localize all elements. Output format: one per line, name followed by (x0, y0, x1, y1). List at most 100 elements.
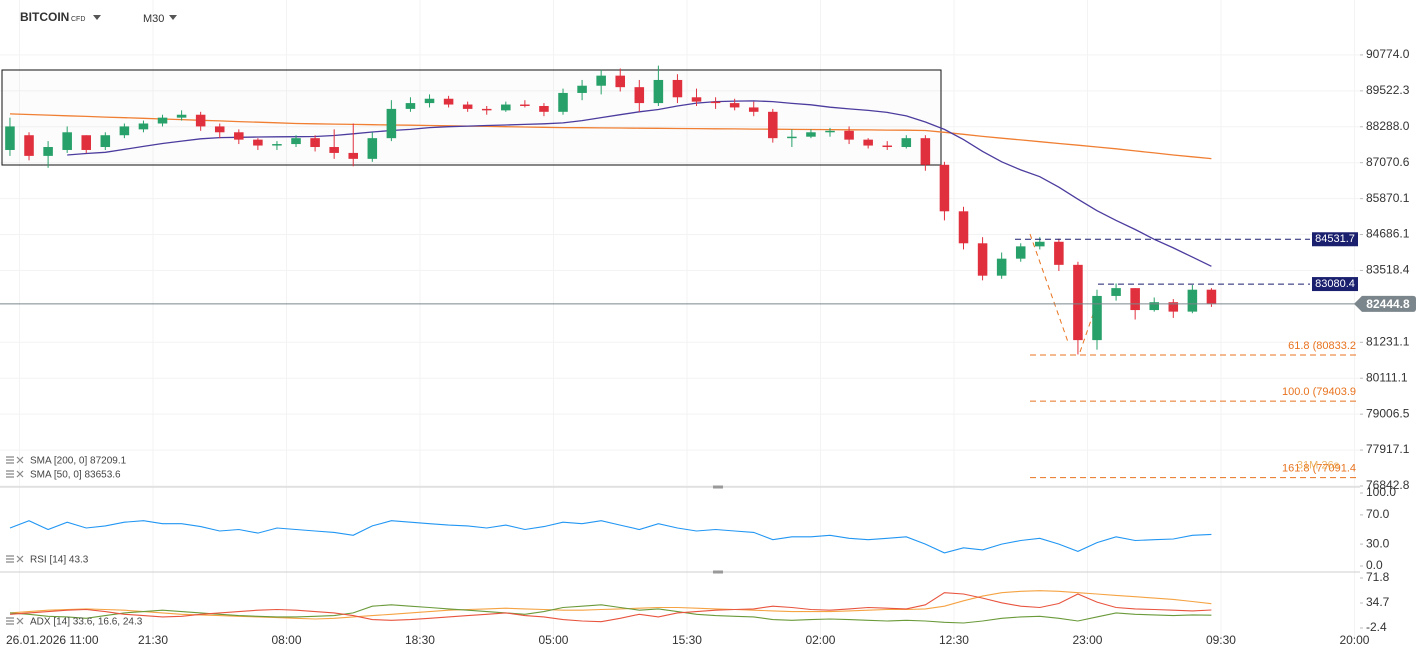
candle-body (424, 98, 435, 104)
candle-body (1130, 288, 1140, 311)
candle-body (958, 211, 969, 244)
candle-body (329, 147, 339, 153)
dropdown-arrow[interactable] (169, 15, 177, 20)
x-tick-label: 08:00 (271, 633, 301, 647)
legend-icon[interactable] (6, 617, 24, 625)
legend-icon[interactable] (6, 456, 24, 464)
y-tick-label: -2.4 (1366, 620, 1387, 634)
x-tick-label: 12:30 (939, 633, 969, 647)
symbol[interactable]: BITCOIN (20, 10, 69, 24)
candle-body (939, 164, 950, 212)
price-level-box (1312, 232, 1358, 247)
candle-body (81, 135, 92, 150)
candle-body (634, 87, 645, 104)
y-tick-label: 88288.0 (1366, 119, 1410, 133)
y-tick-label: 76842.8 (1366, 478, 1410, 492)
y-tick-label: 80111.1 (1366, 370, 1408, 384)
x-tick-label: 20:00 (1339, 633, 1369, 647)
candle-body (119, 126, 130, 136)
countdown: 31M 26s (1297, 460, 1340, 472)
x-tick-label: 09:30 (1206, 633, 1236, 647)
candle-body (672, 79, 683, 98)
candle-body (195, 114, 206, 127)
candle-body (844, 130, 854, 140)
timeframe-selector[interactable]: M30 (143, 13, 177, 25)
candle-body (443, 98, 454, 105)
grid (0, 0, 1360, 637)
range-box (1, 69, 942, 166)
candle-body (729, 103, 740, 108)
y-tick-label: 85870.1 (1366, 191, 1410, 205)
legend-entry: SMA [50, 0] 83653.6 (30, 470, 121, 481)
candle-body (787, 136, 797, 139)
y-tick-label: 84686.1 (1366, 227, 1410, 241)
candle-body (520, 104, 530, 106)
y-tick-label: 70.0 (1366, 507, 1390, 521)
candle-body (596, 75, 606, 86)
y-tick-label: 79006.5 (1366, 406, 1410, 420)
marks (0, 65, 1358, 624)
candle-body (1092, 295, 1102, 341)
candle-body (1015, 246, 1026, 259)
legend-entry: ADX [14] 33.6, 16.6, 24.3 (30, 617, 143, 628)
candle-body (501, 104, 511, 111)
candle-body (481, 108, 492, 111)
candle-body (367, 138, 378, 159)
candle-body (1206, 289, 1217, 304)
candle-body (1035, 241, 1045, 247)
fib-label: 61.8 (80833.2 (1288, 340, 1356, 352)
x-tick-label: 21:30 (138, 633, 168, 647)
price-level-label: 84531.7 (1315, 233, 1355, 245)
legend-entry: SMA [200, 0] 87209.1 (30, 456, 127, 467)
price-level-label: 83080.4 (1315, 278, 1355, 290)
current-price-box (1354, 295, 1416, 312)
y-tick-label: 30.0 (1366, 536, 1390, 550)
candle-body (768, 111, 778, 139)
candle-body (901, 138, 912, 148)
candle-body (176, 114, 187, 118)
candle-body (62, 132, 72, 150)
candle-body (920, 138, 931, 165)
x-tick-label: 18:30 (405, 633, 435, 647)
legend-icon[interactable] (6, 555, 24, 563)
candle-body (863, 139, 873, 146)
candle-body (100, 135, 111, 148)
timeframe[interactable]: M30 (143, 13, 164, 25)
candle-body (24, 135, 34, 156)
y-tick-label: 81231.1 (1366, 334, 1410, 348)
x-tick-label: 02:00 (805, 633, 835, 647)
y-tick-label: 34.7 (1366, 595, 1390, 609)
candle-body (1054, 241, 1064, 265)
candle-body (558, 92, 568, 112)
x-tick-label: 26.01.2026 11:00 (6, 633, 99, 647)
candle-body (462, 104, 473, 109)
candle-body (253, 139, 263, 146)
y-tick-label: 100.0 (1366, 485, 1396, 499)
candle-body (977, 243, 988, 276)
current-price-label: 82444.8 (1366, 297, 1410, 311)
legend-icon[interactable] (6, 470, 24, 478)
candle-body (615, 75, 625, 88)
price-level-box (1312, 277, 1358, 292)
candle-body (291, 138, 301, 145)
indicator-line (9, 590, 1212, 620)
candle-body (653, 79, 664, 104)
candle-body (214, 126, 225, 133)
candle-body (710, 101, 721, 104)
y-tick-label: 90774.0 (1366, 47, 1410, 61)
candle-body (405, 103, 416, 109)
y-tick-label: 87070.6 (1366, 155, 1410, 169)
x-tick-label: 15:30 (672, 633, 702, 647)
candle-body (386, 108, 397, 139)
symbol-selector[interactable]: BITCOIN CFD (20, 10, 101, 24)
candle-body (996, 258, 1007, 276)
candle-body (882, 145, 892, 148)
candle-body (1149, 302, 1159, 311)
candle-body (748, 107, 759, 112)
y-tick-label: 71.8 (1366, 570, 1390, 584)
candle-body (806, 132, 816, 137)
dropdown-arrow[interactable] (93, 15, 101, 20)
